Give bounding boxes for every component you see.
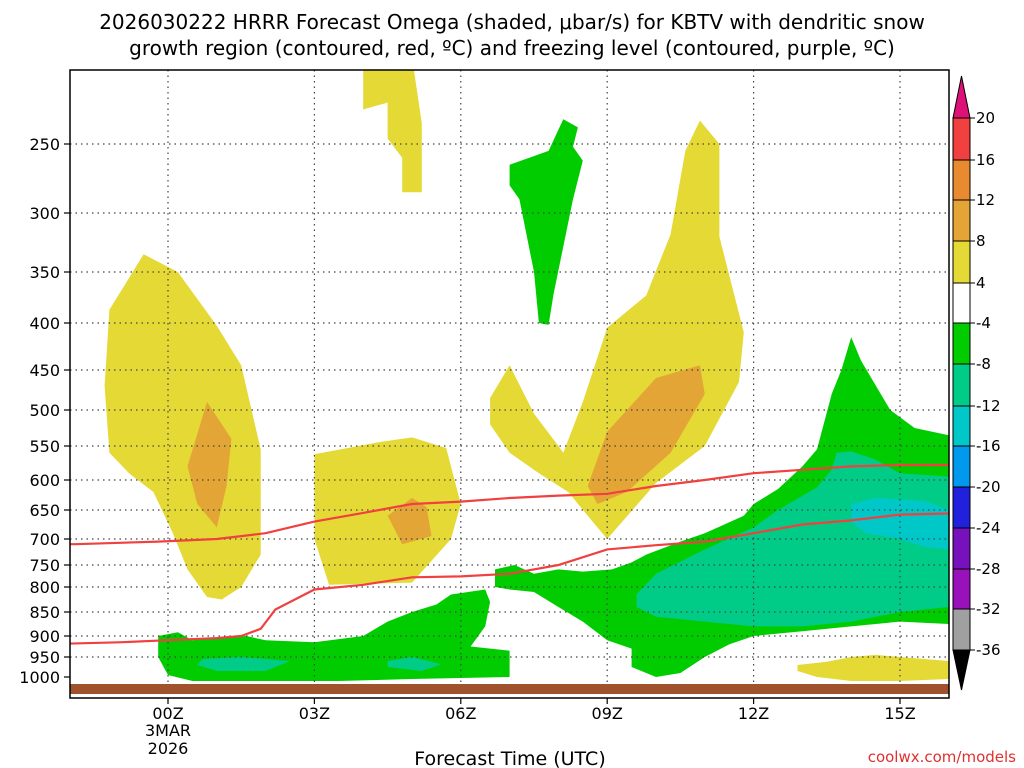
omega-region-orange-3 [387, 498, 432, 545]
omega-region-green-7 [509, 119, 583, 325]
colorbar-label-7: -12 [976, 397, 1001, 415]
colorbar-top-arrow [952, 75, 971, 119]
x-tick-label-09Z: 09Z [592, 704, 623, 723]
y-tick-label-1000: 1000 [19, 668, 60, 687]
y-tick-label-250: 250 [29, 135, 60, 154]
colorbar-label-1: 16 [976, 151, 995, 169]
colorbar-box-5 [952, 322, 971, 365]
y-tick-label-900: 900 [29, 627, 60, 646]
colorbar-label-3: 8 [976, 232, 986, 250]
y-tick-label-950: 950 [29, 648, 60, 667]
x-axis: 00Z 03Z 06Z 09Z 12Z 15Z [152, 698, 916, 723]
colorbar-label-9: -20 [976, 478, 1001, 496]
colorbar-label-6: -8 [976, 355, 991, 373]
x-axis-title: Forecast Time (UTC) [414, 748, 605, 768]
colorbar-box-12 [952, 608, 971, 651]
x-tick-label-12Z: 12Z [738, 704, 769, 723]
colorbar-box-6 [952, 363, 971, 407]
chart-title-line1: 2026030222 HRRR Forecast Omega (shaded, … [99, 10, 925, 34]
colorbar-label-0: 20 [976, 109, 995, 127]
colorbar-box-11 [952, 568, 971, 610]
colorbar-box-4 [952, 282, 971, 324]
x-tick-label-15Z: 15Z [884, 704, 915, 723]
pressure-gridlines [70, 70, 949, 684]
colorbar-label-12: -32 [976, 600, 1001, 618]
y-tick-label-650: 650 [29, 501, 60, 520]
colorbar-box-3 [952, 240, 971, 284]
y-tick-label-550: 550 [29, 437, 60, 456]
colorbar: 20 16 12 8 4 -4 -8 -12 -16 -20 -24 -28 -32 -36 [952, 75, 1001, 691]
colorbar-label-4: 4 [976, 274, 986, 292]
colorbar-box-9 [952, 486, 971, 529]
y-tick-label-350: 350 [29, 263, 60, 282]
omega-region-yellow-0 [104, 254, 261, 600]
y-tick-label-300: 300 [29, 204, 60, 223]
y-tick-label-450: 450 [29, 361, 60, 380]
credit-text: coolwx.com/models [868, 748, 1016, 766]
omega-region-yellow-4 [363, 70, 422, 193]
colorbar-label-8: -16 [976, 437, 1001, 455]
dendritic-growth-contours [70, 463, 949, 645]
omega-region-teal-10 [387, 657, 442, 671]
x-tick-label-00Z: 00Z [152, 704, 183, 723]
colorbar-box-8 [952, 445, 971, 488]
y-tick-label-750: 750 [29, 556, 60, 575]
colorbar-label-2: 12 [976, 191, 995, 209]
omega-shaded-regions [104, 70, 949, 681]
chart-title-line2: growth region (contoured, red, ºC) and f… [129, 36, 895, 60]
x-date-label-month: 3MAR [145, 721, 191, 740]
x-tick-label-06Z: 06Z [445, 704, 476, 723]
colorbar-box-0 [952, 117, 971, 161]
omega-region-orange-6 [587, 365, 705, 504]
omega-region-teal-12 [636, 451, 949, 627]
colorbar-box-7 [952, 405, 971, 447]
colorbar-label-13: -36 [976, 641, 1001, 659]
colorbar-box-10 [952, 527, 971, 570]
colorbar-bottom-arrow [952, 649, 971, 691]
y-axis: 250 300 350 400 450 500 550 600 650 700 750 800 850 9… [19, 135, 70, 687]
x-date-label-year: 2026 [148, 739, 189, 758]
y-tick-label-600: 600 [29, 471, 60, 490]
omega-region-orange-1 [187, 402, 232, 528]
colorbar-label-11: -28 [976, 560, 1001, 578]
y-tick-label-700: 700 [29, 530, 60, 549]
colorbar-box-1 [952, 159, 971, 201]
colorbar-box-2 [952, 199, 971, 242]
ground-strip [70, 684, 949, 694]
colorbar-label-5: -4 [976, 314, 991, 332]
x-tick-label-03Z: 03Z [299, 704, 330, 723]
omega-region-yellow-14 [797, 654, 949, 681]
y-tick-label-400: 400 [29, 314, 60, 333]
dgz-contour-lower [70, 512, 949, 645]
omega-region-cyan-13 [851, 498, 949, 550]
y-tick-label-800: 800 [29, 578, 60, 597]
y-tick-label-500: 500 [29, 401, 60, 420]
y-tick-label-850: 850 [29, 603, 60, 622]
plot-frame [69, 69, 950, 699]
colorbar-label-10: -24 [976, 519, 1001, 537]
dgz-contour-upper [70, 463, 949, 546]
omega-region-yellow-2 [314, 437, 461, 585]
omega-region-teal-9 [197, 657, 290, 671]
